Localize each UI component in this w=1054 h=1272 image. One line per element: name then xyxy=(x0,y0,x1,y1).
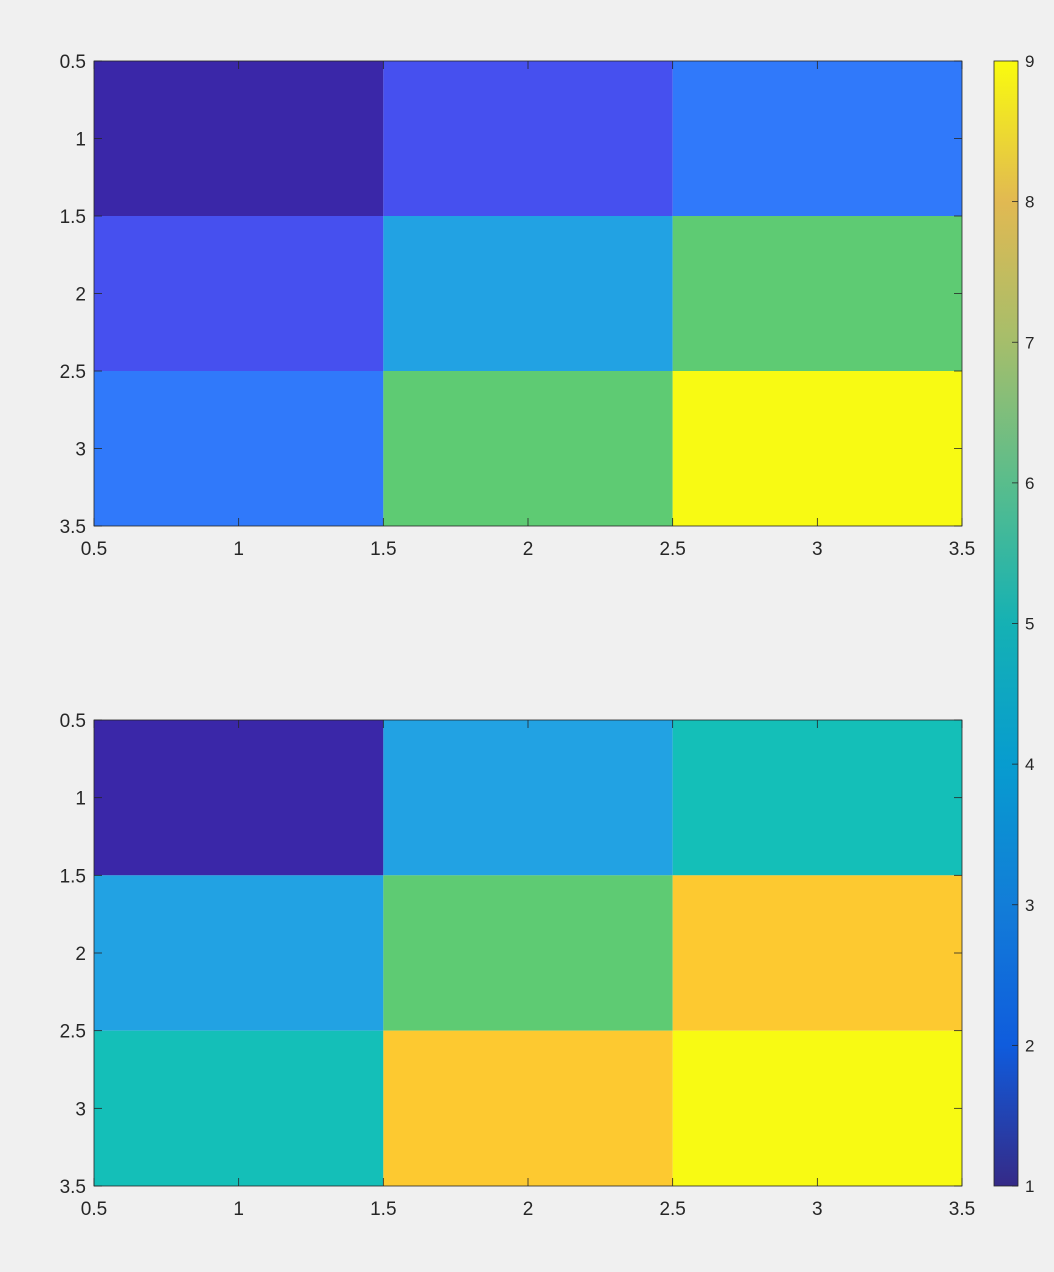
heatmap-cell xyxy=(94,875,384,1031)
colorbar-tick-label: 7 xyxy=(1025,333,1034,352)
y-tick-label: 3 xyxy=(75,440,86,461)
heatmap-cell xyxy=(672,720,962,876)
heatmap-cell xyxy=(383,216,673,371)
x-tick-label: 2 xyxy=(523,1199,534,1220)
y-tick-label: 1.5 xyxy=(60,207,86,228)
colorbar: 1 2 3 4 5 6 7 8 9 xyxy=(993,52,1034,1196)
y-tick-label: 3 xyxy=(75,1099,86,1120)
colorbar-tick-label: 9 xyxy=(1025,52,1034,71)
heatmap-bottom: 0.5 1 1.5 2 2.5 3 3.50.511.522.533.5 xyxy=(60,711,976,1220)
x-tick-label: 3 xyxy=(812,1199,823,1220)
colorbar-tick-label: 2 xyxy=(1025,1036,1034,1055)
heatmap-cell xyxy=(672,1030,962,1186)
heatmap-cell xyxy=(383,371,673,526)
x-tick-label: 2.5 xyxy=(659,1199,685,1220)
x-tick-label: 3 xyxy=(812,539,823,560)
heatmap-cell xyxy=(94,216,384,371)
heatmap-cell xyxy=(94,61,384,216)
heatmap-cell xyxy=(672,371,962,526)
heatmap-cell xyxy=(94,720,384,876)
x-tick-label: 1 xyxy=(233,539,244,560)
heatmap-cell xyxy=(672,216,962,371)
colorbar-tick-label: 3 xyxy=(1025,896,1034,915)
x-tick-label: 1.5 xyxy=(370,1199,396,1220)
y-tick-label: 1 xyxy=(75,789,86,810)
colorbar-tick-label: 1 xyxy=(1025,1177,1034,1196)
y-tick-label: 3.5 xyxy=(60,517,86,538)
y-tick-label: 2 xyxy=(75,944,86,965)
heatmap-cell xyxy=(94,371,384,526)
y-tick-label: 0.5 xyxy=(60,711,86,732)
heatmap-cell xyxy=(672,875,962,1031)
heatmap-top: 0.5 1 1.5 2 2.5 3 3.50.511.522.533.5 xyxy=(60,52,976,560)
heatmap-cell xyxy=(383,875,673,1031)
colorbar-tick-label: 8 xyxy=(1025,193,1034,212)
heatmap-cell xyxy=(383,61,673,216)
x-tick-label: 2.5 xyxy=(659,539,685,560)
y-tick-label: 1.5 xyxy=(60,866,86,887)
heatmap-cell xyxy=(94,1030,384,1186)
heatmap-cell xyxy=(672,61,962,216)
y-tick-label: 1 xyxy=(75,130,86,151)
colorbar-tick-label: 5 xyxy=(1025,615,1034,634)
x-tick-label: 2 xyxy=(523,539,534,560)
x-tick-label: 1 xyxy=(233,1199,244,1220)
colorbar-tick-label: 4 xyxy=(1025,755,1034,774)
x-tick-label: 1.5 xyxy=(370,539,396,560)
y-tick-label: 2 xyxy=(75,285,86,306)
heatmap-cell xyxy=(383,720,673,876)
x-tick-label: 0.5 xyxy=(81,1199,107,1220)
y-tick-label: 2.5 xyxy=(60,1022,86,1043)
y-tick-label: 2.5 xyxy=(60,362,86,383)
heatmap-cell xyxy=(383,1030,673,1186)
y-tick-label: 0.5 xyxy=(60,52,86,73)
x-tick-label: 0.5 xyxy=(81,539,107,560)
y-tick-label: 3.5 xyxy=(60,1177,86,1198)
x-tick-label: 3.5 xyxy=(949,539,975,560)
colorbar-tick-label: 6 xyxy=(1025,474,1034,493)
x-tick-label: 3.5 xyxy=(949,1199,975,1220)
